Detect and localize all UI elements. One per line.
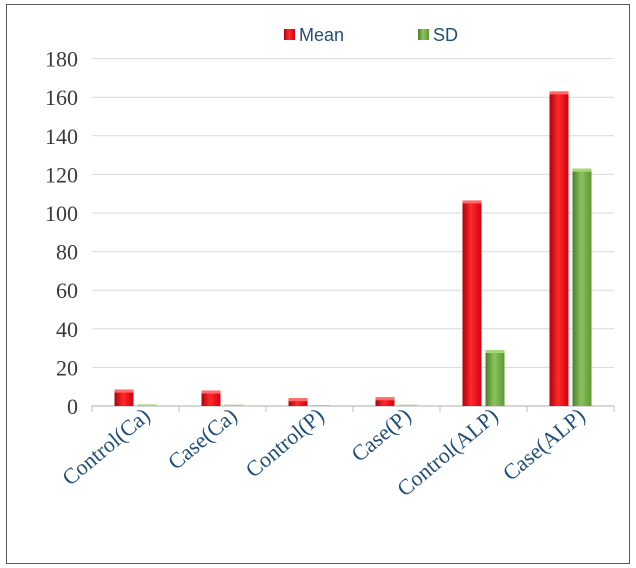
y-tick-label: 180 xyxy=(45,47,78,72)
bar-sd-5 xyxy=(573,169,592,406)
bar-cap-mean-0 xyxy=(115,390,134,393)
bar-cap-mean-5 xyxy=(550,91,569,94)
y-tick-label: 40 xyxy=(56,317,78,342)
bar-sd-4 xyxy=(486,350,505,406)
y-tick-label: 160 xyxy=(45,85,78,110)
y-tick-label: 0 xyxy=(67,394,78,419)
y-tick-label: 60 xyxy=(56,278,78,303)
x-category-label: Case(P) xyxy=(346,403,415,467)
bar-mean-4 xyxy=(463,200,482,406)
legend-swatch-mean xyxy=(284,29,295,40)
legend-swatch-sd xyxy=(418,29,429,40)
bar-mean-5 xyxy=(550,91,569,406)
legend-label-sd: SD xyxy=(433,25,458,45)
y-tick-label: 80 xyxy=(56,240,78,265)
bar-cap-mean-3 xyxy=(376,397,395,400)
x-category-label: Control(P) xyxy=(241,403,329,483)
x-category-label: Case(ALP) xyxy=(498,403,590,486)
bar-cap-mean-1 xyxy=(202,391,221,394)
bar-cap-mean-4 xyxy=(463,200,482,203)
legend-label-mean: Mean xyxy=(299,25,344,45)
bar-cap-mean-2 xyxy=(289,398,308,401)
y-tick-label: 120 xyxy=(45,162,78,187)
bar-cap-sd-4 xyxy=(486,350,505,353)
y-tick-label: 140 xyxy=(45,124,78,149)
x-category-label: Case(Ca) xyxy=(163,403,242,475)
y-tick-label: 20 xyxy=(56,355,78,380)
bar-cap-sd-5 xyxy=(573,169,592,172)
y-tick-label: 100 xyxy=(45,201,78,226)
